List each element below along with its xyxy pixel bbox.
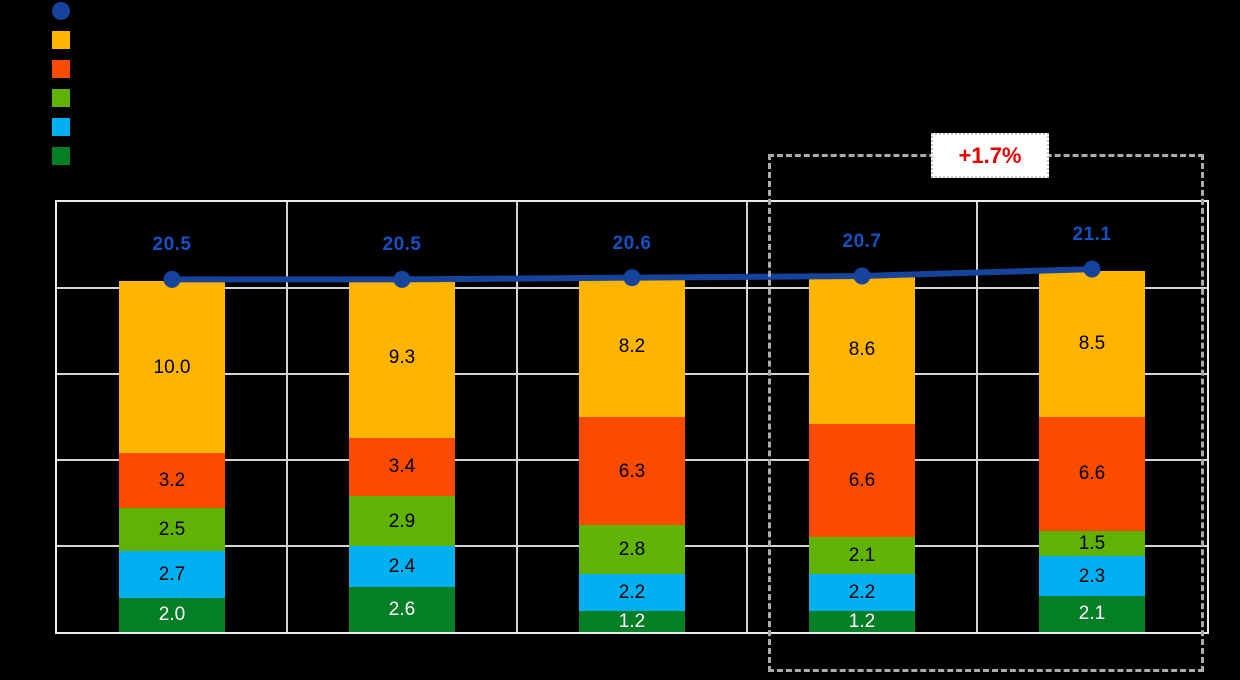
bar-4-segment-orange: 6.6	[809, 423, 915, 538]
bar-5-segment-yellow: 8.5	[1039, 270, 1145, 417]
segment-value-label: 2.2	[618, 581, 646, 603]
segment-value-label: 2.5	[158, 519, 186, 541]
bar-3-segment-dark-green-bottom: 1.2	[579, 611, 685, 632]
segment-value-label: 1.2	[848, 611, 876, 633]
segment-value-label: 6.3	[618, 460, 646, 482]
segment-value-label: 2.7	[158, 563, 186, 585]
segment-value-label: 2.8	[618, 538, 646, 560]
segment-value-label: 1.2	[618, 611, 646, 633]
total-line-marker-2	[393, 270, 411, 288]
bar-1-segment-cyan: 2.7	[119, 551, 225, 598]
total-line-marker-4	[853, 267, 871, 285]
bar-1-segment-orange: 3.2	[119, 453, 225, 509]
total-value-label-4: 20.7	[842, 230, 882, 252]
bar-2-segment-yellow: 9.3	[349, 277, 455, 438]
segment-value-label: 2.9	[388, 510, 416, 532]
bar-4-segment-cyan: 2.2	[809, 573, 915, 612]
total-value-label-1: 20.5	[152, 234, 192, 256]
bar-5-segment-dark-green-bottom: 2.1	[1039, 595, 1145, 632]
bar-4-segment-yellow: 8.6	[809, 275, 915, 424]
plot-area: 2.0 2.7 2.5 3.2 10.0 2.6 2.4 2.9 3.4 9.3 1.2 2.2 2.8…	[55, 200, 1209, 634]
bar-4-segment-dark-green-bottom: 1.2	[809, 611, 915, 632]
total-value-label-2: 20.5	[382, 234, 422, 256]
total-line-marker-5	[1083, 260, 1101, 278]
total-value-label-5: 21.1	[1072, 224, 1112, 246]
growth-annotation: +1.7%	[931, 133, 1049, 178]
total-line-marker-1	[163, 270, 181, 288]
bar-1-segment-dark-green-bottom: 2.0	[119, 597, 225, 632]
segment-value-label: 2.4	[388, 556, 416, 578]
segment-value-label: 8.6	[848, 339, 876, 361]
total-value-label-3: 20.6	[612, 232, 652, 254]
bar-4-segment-light-green: 2.1	[809, 537, 915, 574]
segment-value-label: 2.0	[158, 604, 186, 626]
total-line	[163, 260, 1101, 288]
growth-annotation-label: +1.7%	[958, 142, 1022, 168]
bar-3-segment-cyan: 2.2	[579, 573, 685, 612]
segment-value-label: 8.5	[1078, 333, 1106, 355]
segment-value-label: 10.0	[153, 356, 191, 378]
gridline-v-1	[286, 202, 288, 632]
gridline-v-3	[746, 202, 748, 632]
bar-2-segment-light-green: 2.9	[349, 496, 455, 546]
series-yellow-swatch	[52, 31, 70, 49]
bar-2-segment-orange: 3.4	[349, 437, 455, 497]
series-dark-green-swatch	[52, 147, 70, 165]
bar-2-segment-cyan: 2.4	[349, 546, 455, 588]
segment-value-label: 2.6	[388, 599, 416, 621]
series-light-green-swatch	[52, 89, 70, 107]
total-line-marker-swatch	[52, 2, 70, 20]
chart-legend	[52, 2, 70, 165]
segment-value-label: 8.2	[618, 335, 646, 357]
series-cyan-swatch	[52, 118, 70, 136]
segment-value-label: 3.2	[158, 470, 186, 492]
segment-value-label: 3.4	[388, 456, 416, 478]
segment-value-label: 6.6	[848, 470, 876, 492]
bar-3-segment-yellow: 8.2	[579, 275, 685, 417]
bar-3-segment-orange: 6.3	[579, 417, 685, 526]
highlight-region-box	[768, 154, 1204, 672]
segment-value-label: 2.3	[1078, 565, 1106, 587]
gridline-v-4	[976, 202, 978, 632]
segment-value-label: 2.1	[1078, 603, 1106, 625]
gridline-v-2	[516, 202, 518, 632]
bar-5-segment-cyan: 2.3	[1039, 556, 1145, 596]
bar-1-segment-light-green: 2.5	[119, 508, 225, 552]
series-orange-swatch	[52, 60, 70, 78]
segment-value-label: 1.5	[1078, 532, 1106, 554]
segment-value-label: 9.3	[388, 347, 416, 369]
bar-5-segment-light-green: 1.5	[1039, 530, 1145, 557]
total-line-marker-3	[623, 269, 641, 287]
segment-value-label: 2.2	[848, 581, 876, 603]
bar-3-segment-light-green: 2.8	[579, 525, 685, 574]
segment-value-label: 2.1	[848, 544, 876, 566]
bar-1-segment-yellow: 10.0	[119, 281, 225, 454]
bar-5-segment-orange: 6.6	[1039, 417, 1145, 531]
bar-2-segment-dark-green-bottom: 2.6	[349, 587, 455, 632]
segment-value-label: 6.6	[1078, 463, 1106, 485]
